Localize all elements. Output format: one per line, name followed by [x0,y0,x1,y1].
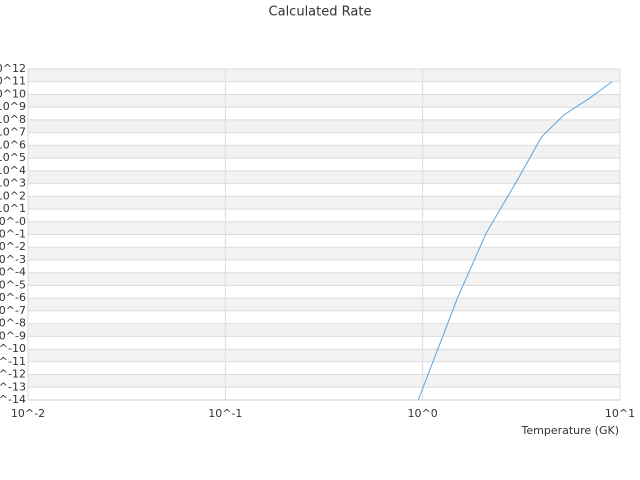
grid-band [28,221,620,235]
grid-band [28,349,620,362]
y-tick-label: 10^-3 [0,253,26,266]
grid-band [28,298,620,311]
y-tick-label: 10^-10 [0,342,26,355]
y-tick-label: 10^-1 [0,228,26,241]
y-tick-label: 10^7 [0,126,26,139]
y-tick-label: 10^-2 [0,240,26,253]
y-tick-label: 10^-11 [0,355,26,368]
y-tick-label: 10^9 [0,100,26,113]
chart-title: Calculated Rate [269,5,372,20]
y-tick-label: 10^-5 [0,278,26,291]
x-tick-label: 10^-1 [208,407,242,420]
x-axis-label: Temperature (GK) [521,424,620,437]
y-tick-label: 10^6 [0,138,26,151]
y-tick-label: 10^-6 [0,291,26,304]
y-tick-label: 10^-14 [0,393,26,406]
x-tick-label: 10^-2 [11,407,45,420]
plot-area: 10^-1410^-1310^-1210^-1110^-1010^-910^-8… [0,62,635,420]
grid-band [28,170,620,184]
data-line [417,81,613,401]
y-tick-label: 10^-8 [0,317,26,330]
y-tick-label: 10^8 [0,113,26,126]
x-tick-label: 10^1 [605,407,635,420]
y-tick-label: 10^12 [0,62,26,75]
grid-band [28,247,620,260]
grid-band [28,323,620,337]
grid-band [28,94,620,108]
y-tick-label: 10^4 [0,164,26,177]
grid-band [28,374,620,388]
y-tick-label: 10^2 [0,189,26,202]
x-tick-label: 10^0 [408,407,438,420]
y-tick-label: 10^10 [0,87,26,100]
y-tick-label: 10^-4 [0,266,26,279]
grid-bands [28,69,620,388]
y-tick-label: 10^-9 [0,329,26,342]
y-tick-label: 10^5 [0,151,26,164]
y-tick-label: 10^-12 [0,368,26,381]
grid-band [28,69,620,82]
y-tick-label: 10^11 [0,75,26,88]
y-tick-label: 10^-7 [0,304,26,317]
y-tick-label: 10^-13 [0,380,26,393]
y-tick-label: 10^3 [0,177,26,190]
grid-band [28,119,620,133]
grid-band [28,196,620,210]
grid-band [28,272,620,286]
grid-band [28,145,620,159]
y-tick-label: 10^-0 [0,215,26,228]
y-tick-label: 10^1 [0,202,26,215]
